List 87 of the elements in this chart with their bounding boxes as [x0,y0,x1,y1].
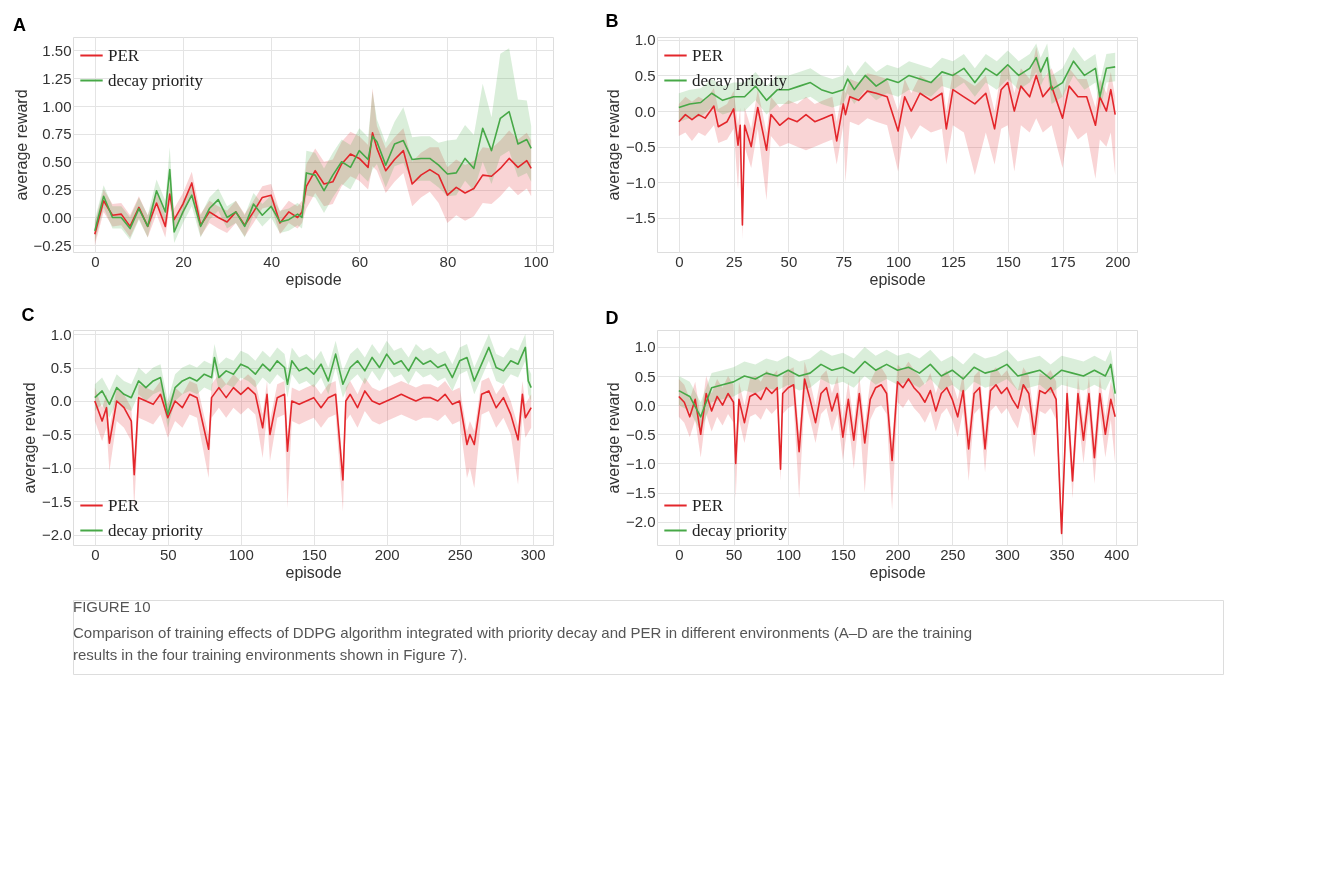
x-tick-label: 100 [886,252,912,270]
caption: FIGURE 10 [73,598,151,615]
y-tick-label: 1.0 [50,325,72,343]
x-tick-label: 150 [301,545,327,563]
y-tick-label: 1.00 [42,97,72,115]
legend-label: PER [692,495,724,515]
line-series [94,386,532,481]
y-axis-title: average reward [604,382,622,494]
x-tick-label: 80 [439,252,457,270]
x-tick-label: 150 [995,252,1021,270]
x-tick-label: 350 [1049,545,1075,563]
y-tick-label: −0.5 [625,425,656,443]
y-axis-title: average reward [12,89,30,201]
x-tick-label: 100 [228,545,254,563]
x-tick-label: 400 [1104,545,1130,563]
line-series [94,346,532,416]
y-tick-label: 0.5 [634,367,656,385]
legend-label: decay priority [108,520,204,540]
y-tick-label: 0.00 [42,208,72,226]
y-tick-label: −1.0 [41,459,72,477]
x-tick-label: 75 [835,252,853,270]
y-tick-label: 0.0 [634,396,656,414]
legend-label: PER [692,45,724,65]
line-series [94,110,532,233]
legend-label: decay priority [108,70,204,90]
x-tick-label: 200 [885,545,911,563]
y-tick-label: −1.0 [625,454,656,472]
x-tick-label: 300 [994,545,1020,563]
y-tick-label: 0.5 [50,359,72,377]
y-tick-label: −1.5 [625,484,656,502]
y-tick-label: 1.25 [42,69,72,87]
line-series [678,74,1116,226]
chart-title: C [21,305,35,326]
x-axis-title: episode [285,270,342,288]
y-tick-label: 1.50 [42,41,72,59]
y-tick-label: 0.0 [634,102,656,120]
y-tick-label: −2.0 [625,513,656,531]
y-tick-label: −1.5 [625,209,656,227]
y-tick-label: −0.5 [625,138,656,156]
x-tick-label: 100 [776,545,802,563]
legend-label: decay priority [692,520,788,540]
x-tick-label: 150 [830,545,856,563]
x-tick-label: 50 [159,545,177,563]
x-axis-title: episode [869,563,926,581]
line-series [678,360,1116,418]
x-tick-label: 0 [675,545,684,563]
x-tick-label: 175 [1050,252,1076,270]
y-tick-label: 1.0 [634,338,656,356]
x-tick-label: 300 [520,545,546,563]
x-tick-label: 60 [351,252,369,270]
legend-label: decay priority [692,70,788,90]
y-tick-label: 0.5 [634,66,656,84]
y-tick-label: 0.25 [42,181,72,199]
x-tick-label: 0 [675,252,684,270]
y-tick-label: 1.0 [634,31,656,49]
x-tick-label: 25 [725,252,743,270]
x-tick-label: 20 [175,252,192,270]
legend-label: PER [108,495,140,515]
y-tick-label: −1.5 [41,492,72,510]
y-axis-title: average reward [20,382,38,494]
x-tick-label: 0 [91,252,100,270]
y-tick-label: 0.0 [50,392,72,410]
y-tick-label: 0.75 [42,125,72,143]
y-tick-label: 0.50 [42,153,72,171]
x-tick-label: 200 [1105,252,1131,270]
x-tick-label: 200 [374,545,400,563]
legend-label: PER [108,45,140,65]
y-tick-label: −0.5 [41,425,72,443]
text: Comparison of training effects of DDPG algorithm integrated with priority decay and PER in different environments (A–D are the training results in the four training environments shown in Figure 7). [73,624,973,663]
y-tick-label: −1.0 [625,173,656,191]
x-tick-label: 100 [523,252,549,270]
x-tick-label: 125 [940,252,966,270]
x-tick-label: 250 [940,545,966,563]
line-series [94,132,532,235]
y-axis-title: average reward [604,89,622,201]
x-tick-label: 0 [91,545,100,563]
y-tick-label: −0.25 [33,236,72,254]
y-tick-label: −2.0 [41,526,72,544]
chart-title: D [605,308,619,328]
x-tick-label: 40 [263,252,280,270]
chart-title: A [13,15,27,35]
x-tick-label: 50 [725,545,743,563]
x-axis-title: episode [285,563,342,581]
x-axis-title: episode [869,270,926,288]
x-tick-label: 250 [447,545,473,563]
chart-title: B [605,10,619,31]
x-tick-label: 50 [780,252,798,270]
